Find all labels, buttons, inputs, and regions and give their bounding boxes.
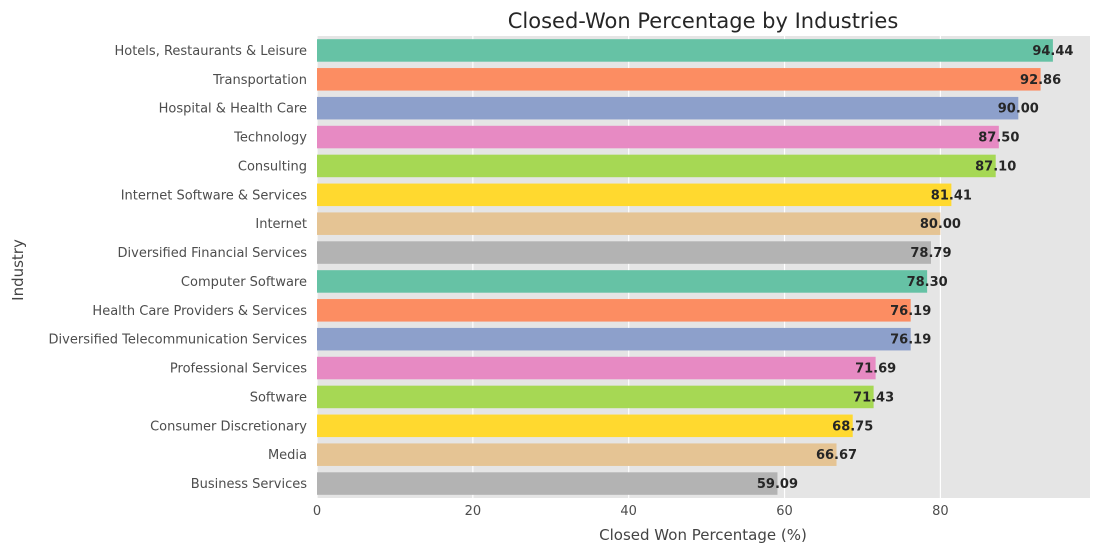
bar — [317, 299, 911, 322]
value-label: 68.75 — [832, 419, 873, 434]
value-label: 71.69 — [855, 362, 896, 377]
y-tick-label: Hospital & Health Care — [159, 102, 307, 117]
bar — [317, 472, 778, 495]
y-tick-label: Health Care Providers & Services — [92, 304, 307, 319]
bar — [317, 385, 874, 409]
bar — [317, 270, 928, 293]
x-tick-label: 0 — [313, 504, 321, 519]
y-tick-label: Hotels, Restaurants & Leisure — [114, 44, 307, 59]
x-tick-label: 20 — [465, 504, 482, 519]
value-label: 92.86 — [1020, 73, 1061, 88]
y-tick-label: Computer Software — [181, 275, 307, 290]
y-tick-label: Media — [268, 448, 307, 463]
y-tick-label: Professional Services — [170, 362, 307, 377]
y-tick-label: Consulting — [238, 159, 307, 174]
value-label: 78.30 — [907, 275, 948, 290]
x-axis-label: Closed Won Percentage (%) — [599, 526, 807, 544]
y-tick-label: Transportation — [212, 73, 307, 88]
value-label: 76.19 — [890, 304, 931, 319]
y-tick-label: Diversified Telecommunication Services — [49, 333, 308, 348]
x-tick-label: 60 — [776, 504, 793, 519]
bar — [317, 183, 952, 207]
x-tick-label: 80 — [932, 504, 949, 519]
bar — [317, 96, 1019, 120]
x-tick-labels: 0 20 40 60 80 — [313, 504, 949, 519]
y-tick-label: Diversified Financial Services — [118, 246, 308, 261]
y-axis-label: Industry — [9, 239, 27, 301]
bars — [317, 39, 1053, 495]
y-tick-label: Software — [250, 390, 307, 405]
y-tick-label: Internet Software & Services — [121, 188, 308, 203]
bar — [317, 356, 876, 380]
y-tick-label: Consumer Discretionary — [150, 419, 307, 434]
value-label: 87.50 — [978, 131, 1019, 146]
value-label: 80.00 — [920, 217, 961, 232]
value-label: 87.10 — [975, 159, 1016, 174]
y-tick-label: Business Services — [191, 477, 308, 492]
bar — [317, 154, 996, 178]
value-label: 71.43 — [853, 390, 894, 405]
y-tick-labels: Hotels, Restaurants & Leisure Transportat… — [49, 44, 308, 492]
value-label: 66.67 — [816, 448, 857, 463]
value-label: 90.00 — [998, 102, 1039, 117]
chart-title: Closed-Won Percentage by Industries — [508, 9, 899, 33]
y-tick-label: Technology — [233, 131, 307, 146]
bar — [317, 68, 1041, 91]
value-label: 78.79 — [910, 246, 951, 261]
bar — [317, 39, 1053, 62]
value-label: 76.19 — [890, 333, 931, 348]
y-tick-label: Internet — [255, 217, 307, 232]
bar — [317, 443, 837, 466]
value-label: 81.41 — [931, 188, 972, 203]
bar — [317, 327, 911, 351]
value-label: 59.09 — [757, 477, 798, 492]
x-tick-label: 40 — [620, 504, 637, 519]
bar — [317, 414, 853, 438]
value-label: 94.44 — [1032, 44, 1073, 59]
bar — [317, 212, 941, 235]
bar — [317, 125, 999, 149]
bar — [317, 241, 931, 264]
